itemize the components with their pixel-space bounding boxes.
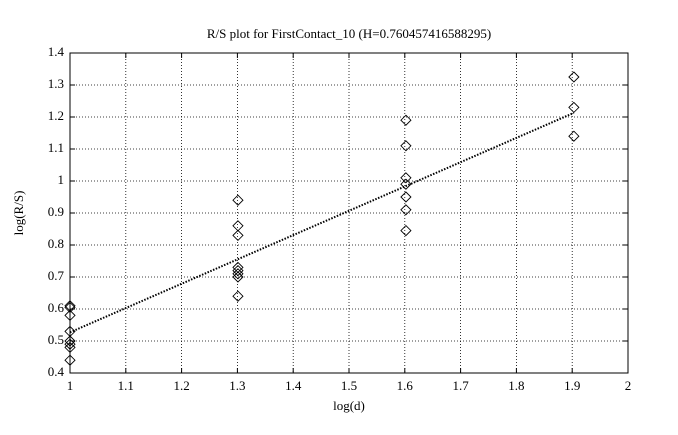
x-tick-label: 2	[625, 378, 632, 393]
data-point	[64, 354, 76, 366]
y-tick-label: 0.4	[48, 364, 65, 379]
y-tick-label: 0.7	[48, 268, 65, 283]
data-point	[400, 178, 412, 190]
data-point	[568, 130, 580, 142]
y-tick-label: 0.6	[48, 300, 65, 315]
y-tick-label: 1.3	[48, 76, 64, 91]
data-point	[568, 71, 580, 83]
x-tick-label: 1.4	[285, 378, 302, 393]
x-axis-label: log(d)	[333, 398, 365, 413]
data-point	[232, 290, 244, 302]
data-point	[400, 140, 412, 152]
data-point	[64, 335, 76, 347]
y-tick-label: 0.5	[48, 332, 64, 347]
x-tick-label: 1	[67, 378, 74, 393]
data-point	[400, 204, 412, 216]
y-tick-label: 1.2	[48, 108, 64, 123]
y-tick-label: 1.4	[48, 44, 65, 59]
x-tick-label: 1.1	[118, 378, 134, 393]
x-tick-label: 1.6	[397, 378, 414, 393]
data-point	[232, 194, 244, 206]
x-tick-label: 1.5	[341, 378, 357, 393]
data-point	[232, 264, 244, 277]
x-tick-label: 1.7	[452, 378, 469, 393]
chart-title: R/S plot for FirstContact_10 (H=0.760457…	[207, 26, 491, 41]
y-tick-label: 0.9	[48, 204, 64, 219]
data-point	[400, 114, 412, 126]
x-tick-label: 1.3	[229, 378, 245, 393]
data-point	[400, 224, 412, 237]
data-point	[64, 341, 76, 354]
data-point	[64, 309, 76, 322]
data-point	[400, 172, 412, 184]
x-tick-label: 1.8	[508, 378, 524, 393]
data-point	[232, 268, 244, 280]
y-tick-label: 1	[58, 172, 65, 187]
y-axis-label: log(R/S)	[11, 191, 26, 236]
y-tick-label: 1.1	[48, 140, 64, 155]
data-point	[232, 229, 244, 242]
data-point	[64, 338, 76, 350]
data-point	[64, 301, 76, 314]
x-tick-label: 1.9	[564, 378, 580, 393]
data-point	[232, 271, 244, 283]
data-point	[568, 101, 580, 114]
plot-frame	[69, 52, 629, 374]
x-tick-label: 1.2	[173, 378, 189, 393]
data-point	[400, 191, 412, 203]
y-tick-label: 0.8	[48, 236, 64, 251]
